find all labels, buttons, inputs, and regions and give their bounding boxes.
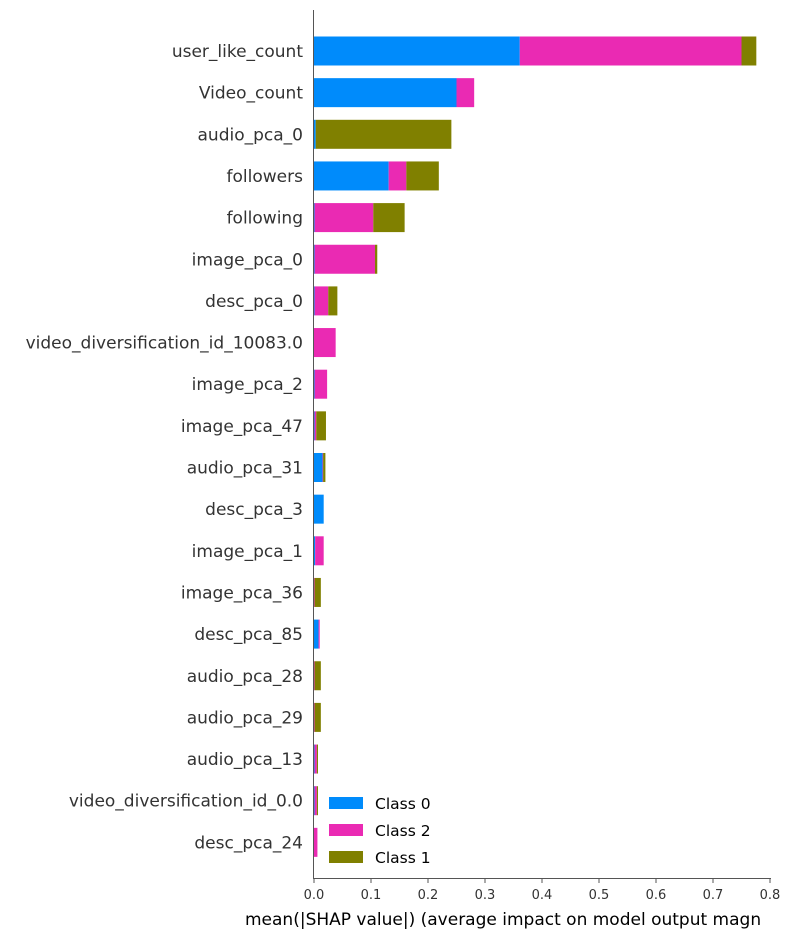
legend-swatch-class-2 — [329, 824, 363, 836]
feature-label-followers: followers — [227, 167, 304, 187]
bar-desc-pca-0-class-1 — [328, 286, 338, 316]
bar-audio-pca-28-class-1 — [314, 661, 321, 691]
bar-video-diversification-id-0-0-class-1 — [316, 786, 318, 816]
feature-label-audio-pca-28: audio_pca_28 — [187, 667, 303, 687]
feature-label-following: following — [227, 209, 303, 229]
feature-label-desc-pca-0: desc_pca_0 — [205, 292, 303, 312]
feature-label-image-pca-1: image_pca_1 — [192, 542, 303, 562]
x-tick-label-0-4: 0.4 — [532, 888, 553, 903]
feature-label-video-diversification-id-0-0: video_diversification_id_0.0 — [69, 792, 303, 812]
feature-label-video-diversification-id-10083-0: video_diversification_id_10083.0 — [26, 334, 303, 354]
x-tick-label-0-8: 0.8 — [760, 888, 781, 903]
bar-desc-pca-0-class-0 — [314, 286, 315, 316]
bar-desc-pca-3-class-0 — [314, 494, 324, 524]
x-tick-label-0-2: 0.2 — [418, 888, 439, 903]
bar-audio-pca-31-class-0 — [314, 453, 323, 482]
bar-followers-class-0 — [314, 161, 389, 191]
bar-audio-pca-0-class-0 — [314, 119, 316, 149]
bar-image-pca-47-class-0 — [314, 411, 315, 441]
bar-video-count-class-2 — [456, 78, 475, 108]
bar-image-pca-1-class-2 — [315, 536, 324, 566]
bar-video-diversification-id-0-0-class-0 — [314, 786, 315, 816]
legend: Class 0 Class 2 Class 1 — [329, 795, 431, 867]
feature-label-desc-pca-3: desc_pca_3 — [205, 500, 303, 520]
bar-audio-pca-31-class-1 — [323, 453, 326, 482]
feature-label-desc-pca-85: desc_pca_85 — [194, 625, 303, 645]
bar-audio-pca-28-class-2 — [314, 661, 315, 691]
legend-swatch-class-1 — [329, 851, 363, 863]
feature-label-audio-pca-29: audio_pca_29 — [187, 708, 303, 728]
bar-image-pca-0-class-1 — [374, 244, 378, 274]
bar-desc-pca-85-class-0 — [314, 619, 319, 649]
legend-swatch-class-0 — [329, 797, 363, 809]
bar-audio-pca-31-class-2 — [322, 453, 324, 482]
bars-layer — [314, 36, 757, 857]
feature-label-audio-pca-0: audio_pca_0 — [198, 125, 303, 145]
bar-video-count-class-0 — [314, 78, 457, 108]
x-tick-label-0-6: 0.6 — [646, 888, 667, 903]
bar-followers-class-2 — [388, 161, 407, 191]
x-tick-label-0-3: 0.3 — [475, 888, 496, 903]
bar-audio-pca-13-class-0 — [314, 744, 315, 774]
feature-label-user-like-count: user_like_count — [172, 42, 304, 62]
feature-label-video-count: Video_count — [199, 84, 303, 104]
x-axis-title: mean(|SHAP value|) (average impact on mo… — [245, 910, 761, 930]
x-tick-label-0-7: 0.7 — [703, 888, 724, 903]
feature-label-desc-pca-24: desc_pca_24 — [194, 833, 303, 853]
bar-image-pca-47-class-1 — [316, 411, 326, 441]
x-tick-label-0-5: 0.5 — [589, 888, 610, 903]
bar-image-pca-2-class-0 — [314, 369, 315, 399]
bar-image-pca-0-class-2 — [314, 244, 375, 274]
x-tick-label-0-0: 0.0 — [304, 888, 325, 903]
legend-label-class-1: Class 1 — [375, 849, 431, 867]
bar-image-pca-36-class-1 — [314, 577, 321, 607]
legend-label-class-2: Class 2 — [375, 822, 431, 840]
legend-label-class-0: Class 0 — [375, 795, 431, 813]
bar-video-diversification-id-0-0-class-2 — [314, 786, 317, 816]
bar-video-diversification-id-10083-0-class-2 — [314, 328, 336, 358]
bar-audio-pca-13-class-2 — [314, 744, 317, 774]
bar-user-like-count-class-1 — [741, 36, 757, 66]
bar-user-like-count-class-2 — [519, 36, 742, 66]
bar-audio-pca-29-class-2 — [314, 702, 315, 732]
x-axis: 0.0 0.1 0.2 0.3 0.4 0.5 0.6 0.7 0.8 — [304, 10, 781, 903]
feature-label-audio-pca-31: audio_pca_31 — [187, 459, 303, 479]
bar-following-class-1 — [373, 203, 405, 233]
feature-label-image-pca-36: image_pca_36 — [181, 583, 303, 603]
bar-image-pca-47-class-2 — [314, 411, 317, 441]
feature-label-image-pca-2: image_pca_2 — [192, 375, 303, 395]
bar-followers-class-1 — [406, 161, 439, 191]
feature-label-image-pca-47: image_pca_47 — [181, 417, 303, 437]
bar-image-pca-0-class-0 — [314, 244, 315, 274]
bar-user-like-count-class-0 — [314, 36, 520, 66]
bar-audio-pca-29-class-1 — [314, 702, 321, 732]
bar-image-pca-36-class-2 — [314, 577, 315, 607]
bar-desc-pca-24-class-2 — [314, 827, 318, 857]
bar-audio-pca-13-class-1 — [316, 744, 318, 774]
bar-image-pca-1-class-0 — [314, 536, 316, 566]
bar-audio-pca-0-class-1 — [315, 119, 452, 149]
feature-label-audio-pca-13: audio_pca_13 — [187, 750, 303, 770]
bar-image-pca-2-class-2 — [314, 369, 328, 399]
feature-label-image-pca-0: image_pca_0 — [192, 250, 303, 270]
bar-following-class-0 — [314, 203, 315, 233]
feature-labels: user_like_count Video_count audio_pca_0fol… — [26, 42, 304, 853]
bar-following-class-2 — [314, 203, 374, 233]
bar-desc-pca-85-class-2 — [318, 619, 320, 649]
bar-desc-pca-0-class-2 — [314, 286, 329, 316]
x-tick-label-0-1: 0.1 — [361, 888, 382, 903]
